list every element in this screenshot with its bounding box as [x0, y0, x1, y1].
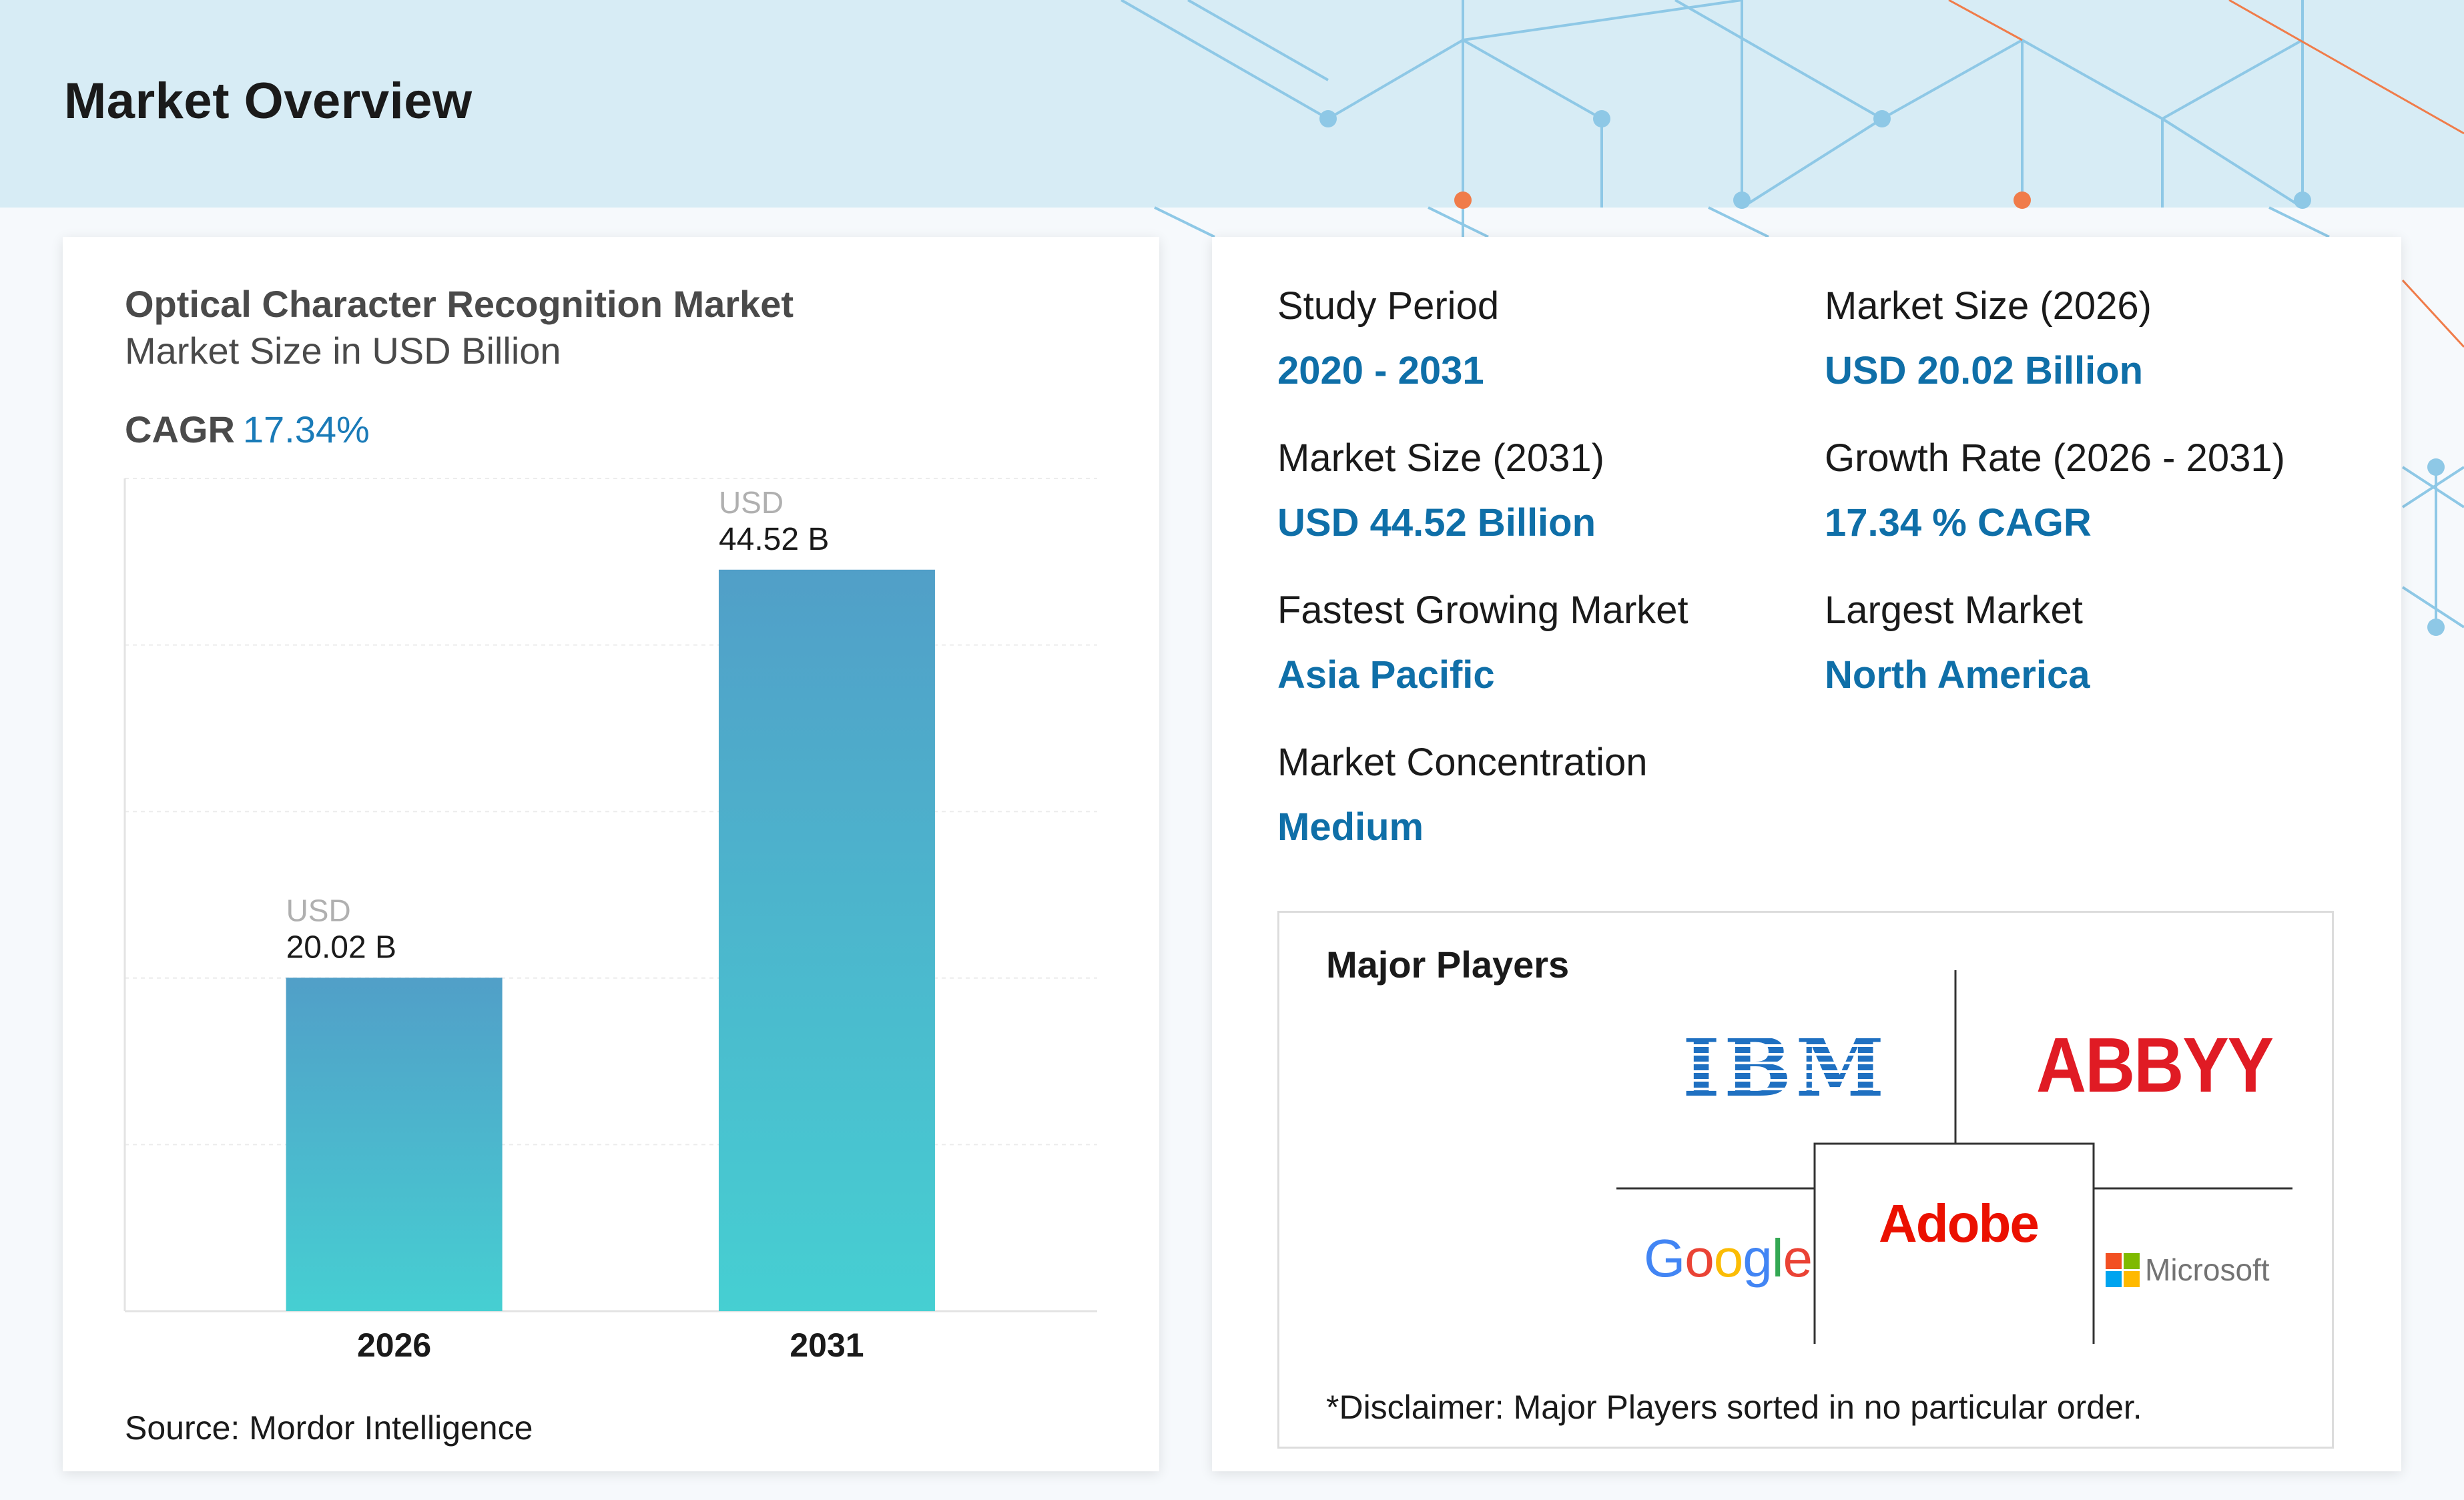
chart-subtitle: Market Size in USD Billion	[125, 330, 561, 372]
adobe-logo: Adobe	[1879, 1194, 2040, 1253]
stat-market-concentration: Market Concentration Medium	[1277, 740, 1647, 849]
microsoft-name: Microsoft	[2145, 1252, 2270, 1287]
players-disclaimer: *Disclaimer: Major Players sorted in no …	[1326, 1389, 2142, 1426]
bar-value-prefix: USD	[719, 485, 784, 520]
players-title: Major Players	[1326, 944, 1570, 986]
microsoft-squares-icon	[2106, 1252, 2140, 1287]
cagr-value: 17.34%	[242, 408, 370, 450]
stat-market-size-2026: Market Size (2026) USD 20.02 Billion	[1825, 284, 2152, 393]
microsoft-logo: Microsoft	[2106, 1252, 2270, 1288]
stat-growth-rate: Growth Rate (2026 - 2031) 17.34 % CAGR	[1825, 436, 2285, 545]
stat-value: 2020 - 2031	[1277, 349, 1484, 392]
ibm-logo: IBM	[1682, 1021, 1889, 1115]
stat-value: 17.34 % CAGR	[1825, 501, 2092, 544]
stat-fastest-growing: Fastest Growing Market Asia Pacific	[1277, 588, 1688, 697]
stat-value: Asia Pacific	[1277, 653, 1495, 697]
stat-label: Market Concentration	[1277, 741, 1648, 784]
stat-label: Market Size (2031)	[1277, 436, 1604, 480]
cagr-row: CAGR 17.34%	[125, 408, 370, 451]
stat-study-period: Study Period 2020 - 2031	[1277, 284, 1499, 393]
bar-2031	[718, 569, 935, 1311]
chart-source: Source: Mordor Intelligence	[125, 1409, 533, 1447]
chart-title: Optical Character Recognition Market	[125, 283, 794, 325]
stat-label: Growth Rate (2026 - 2031)	[1825, 436, 2285, 480]
stat-value: North America	[1825, 653, 2090, 697]
stat-label: Fastest Growing Market	[1277, 589, 1688, 632]
cagr-label: CAGR	[125, 408, 235, 450]
x-tick-label: 2031	[790, 1327, 864, 1364]
stat-value: USD 20.02 Billion	[1825, 349, 2144, 392]
chart-card: Optical Character Recognition Market Mar…	[63, 237, 1159, 1471]
stat-value: Medium	[1277, 805, 1424, 849]
bar-value-label: 20.02 B	[286, 929, 396, 965]
stat-largest-market: Largest Market North America	[1825, 588, 2090, 697]
abbyy-logo: ABBYY	[2036, 1022, 2274, 1109]
stat-market-size-2031: Market Size (2031) USD 44.52 Billion	[1277, 436, 1604, 545]
google-logo: Google	[1644, 1228, 1813, 1288]
bar-value-label: 44.52 B	[719, 522, 829, 557]
stat-label: Largest Market	[1825, 589, 2083, 632]
x-tick-label: 2026	[357, 1327, 431, 1364]
stat-label: Study Period	[1277, 284, 1500, 328]
stats-card: Study Period 2020 - 2031 Market Size (20…	[1212, 237, 2401, 1471]
bar-2026	[286, 978, 503, 1311]
stat-value: USD 44.52 Billion	[1277, 501, 1596, 544]
bar-value-prefix: USD	[286, 893, 351, 927]
page-title: Market Overview	[64, 73, 473, 129]
players-grid-lines	[1616, 970, 2292, 1344]
stat-label: Market Size (2026)	[1825, 284, 2152, 328]
major-players-box: Major Players IBM ABBYY Adobe Google Mic…	[1277, 911, 2334, 1449]
